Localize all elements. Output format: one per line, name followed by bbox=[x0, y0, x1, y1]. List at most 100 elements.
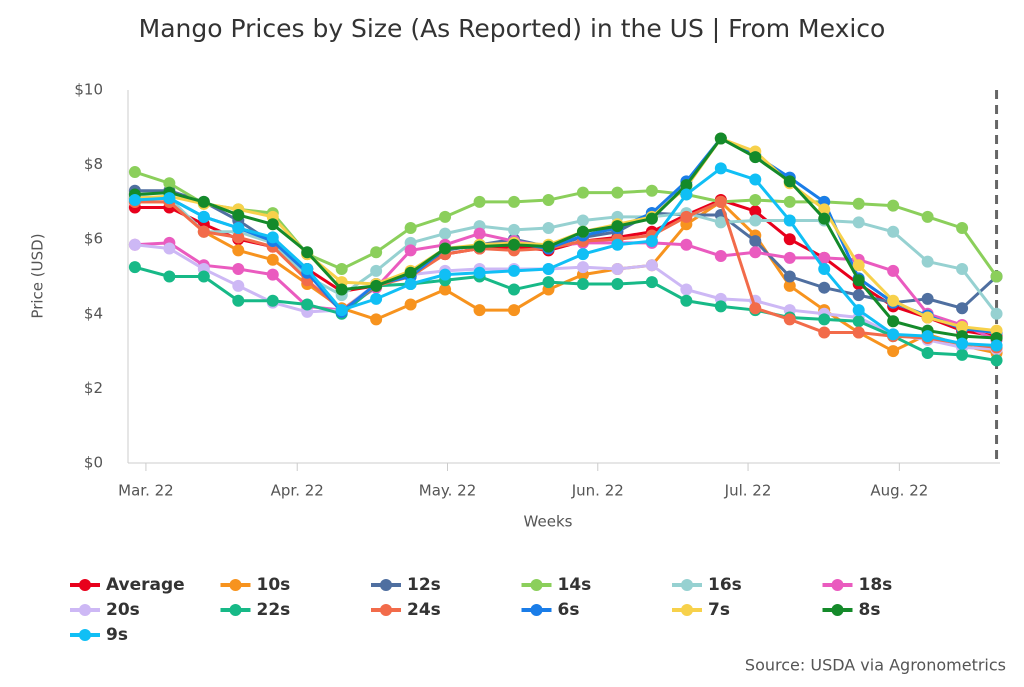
data-point bbox=[370, 264, 383, 277]
data-point bbox=[956, 222, 969, 235]
chart-title: Mango Prices by Size (As Reported) in th… bbox=[139, 14, 886, 43]
data-point bbox=[887, 225, 900, 238]
data-point bbox=[163, 242, 176, 255]
data-point bbox=[749, 214, 762, 227]
data-point bbox=[335, 304, 348, 317]
data-point bbox=[611, 238, 624, 251]
x-tick-label: Apr. 22 bbox=[271, 482, 324, 500]
data-point bbox=[439, 283, 452, 296]
legend-marker bbox=[79, 629, 91, 641]
data-point bbox=[370, 246, 383, 259]
data-point bbox=[852, 197, 865, 210]
data-point bbox=[783, 233, 796, 246]
data-point bbox=[990, 354, 1003, 367]
data-point bbox=[714, 162, 727, 175]
y-tick-label: $6 bbox=[84, 230, 103, 248]
legend-marker bbox=[380, 604, 392, 616]
legend-label[interactable]: 12s bbox=[407, 575, 441, 595]
data-point bbox=[818, 326, 831, 339]
data-point bbox=[749, 302, 762, 315]
data-point bbox=[266, 218, 279, 231]
data-point bbox=[266, 294, 279, 307]
data-point bbox=[576, 225, 589, 238]
data-point bbox=[956, 337, 969, 350]
data-point bbox=[783, 270, 796, 283]
y-axis-label: Price (USD) bbox=[29, 233, 47, 318]
legend-marker bbox=[530, 604, 543, 616]
data-point bbox=[818, 251, 831, 264]
legend-marker bbox=[79, 604, 91, 616]
data-point bbox=[749, 173, 762, 186]
data-point bbox=[714, 132, 727, 145]
data-point bbox=[542, 194, 555, 207]
legend-label[interactable]: 10s bbox=[257, 575, 291, 595]
legend-label[interactable]: 16s bbox=[708, 575, 742, 595]
data-point bbox=[128, 194, 141, 207]
x-tick-label: Jul. 22 bbox=[724, 482, 772, 500]
data-point bbox=[163, 177, 176, 190]
legend-label[interactable]: 18s bbox=[859, 575, 893, 595]
legend-label[interactable]: 14s bbox=[558, 575, 592, 595]
legend-marker bbox=[79, 579, 91, 591]
data-point bbox=[576, 214, 589, 227]
data-point bbox=[542, 276, 555, 289]
data-point bbox=[887, 294, 900, 307]
legend-marker bbox=[530, 579, 543, 591]
y-tick-label: $10 bbox=[74, 81, 103, 99]
legend-label[interactable]: 22s bbox=[257, 600, 291, 620]
legend-marker bbox=[831, 604, 844, 616]
data-point bbox=[473, 227, 486, 240]
y-tick-label: $2 bbox=[84, 379, 103, 397]
data-point bbox=[370, 292, 383, 305]
data-point bbox=[680, 188, 693, 201]
data-point bbox=[508, 283, 521, 296]
data-point bbox=[370, 313, 383, 326]
data-point bbox=[921, 255, 934, 268]
data-point bbox=[887, 328, 900, 341]
legend-label[interactable]: Average bbox=[106, 575, 185, 595]
data-point bbox=[508, 223, 521, 236]
series-line bbox=[134, 136, 997, 340]
data-point bbox=[680, 283, 693, 296]
data-point bbox=[645, 235, 658, 248]
data-point bbox=[232, 244, 245, 257]
y-tick-label: $8 bbox=[84, 155, 103, 173]
data-point bbox=[439, 210, 452, 223]
y-tick-label: $0 bbox=[84, 454, 103, 472]
data-point bbox=[197, 210, 210, 223]
legend-label[interactable]: 6s bbox=[558, 600, 580, 620]
data-point bbox=[611, 263, 624, 276]
legend-marker bbox=[229, 604, 242, 616]
legend-label[interactable]: 9s bbox=[106, 625, 128, 645]
x-axis-label: Weeks bbox=[524, 513, 573, 531]
data-point bbox=[921, 292, 934, 305]
data-point bbox=[783, 279, 796, 292]
data-point bbox=[887, 199, 900, 212]
legend-marker bbox=[681, 579, 693, 591]
legend-marker bbox=[681, 604, 693, 616]
data-point bbox=[404, 222, 417, 235]
data-point bbox=[301, 246, 314, 259]
data-point bbox=[473, 304, 486, 317]
data-point bbox=[301, 263, 314, 276]
legend-label[interactable]: 8s bbox=[859, 600, 881, 620]
data-point bbox=[852, 326, 865, 339]
data-point bbox=[542, 240, 555, 253]
data-point bbox=[576, 186, 589, 199]
data-point bbox=[473, 195, 486, 208]
data-point bbox=[818, 263, 831, 276]
data-point bbox=[508, 195, 521, 208]
data-point bbox=[749, 194, 762, 207]
legend-label[interactable]: 24s bbox=[407, 600, 441, 620]
legend-label[interactable]: 20s bbox=[106, 600, 140, 620]
data-point bbox=[542, 222, 555, 235]
data-point bbox=[956, 348, 969, 361]
data-point bbox=[645, 184, 658, 197]
data-point bbox=[645, 259, 658, 272]
data-point bbox=[990, 270, 1003, 283]
legend-label[interactable]: 7s bbox=[708, 600, 730, 620]
x-tick-label: Aug. 22 bbox=[870, 482, 928, 500]
data-point bbox=[852, 289, 865, 302]
data-point bbox=[232, 208, 245, 221]
data-point bbox=[128, 261, 141, 274]
